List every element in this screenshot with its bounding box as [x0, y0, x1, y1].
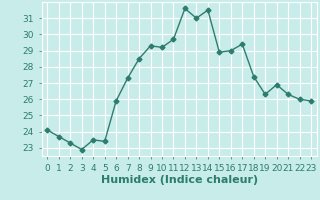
X-axis label: Humidex (Indice chaleur): Humidex (Indice chaleur) — [100, 175, 258, 185]
